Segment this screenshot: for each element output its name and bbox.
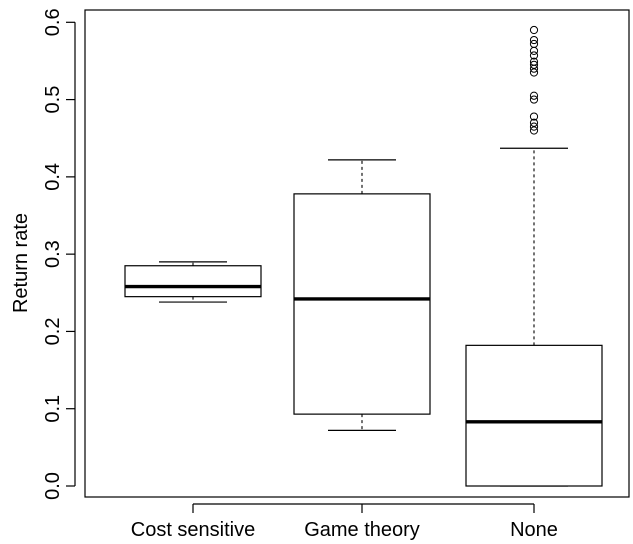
outlier-point [529,68,539,77]
outlier-point [529,118,539,127]
box [465,344,603,487]
outlier-point [529,35,539,45]
outlier-point [529,112,539,121]
outlier-point [529,95,539,104]
y-tick-label: 0.5 [42,86,64,114]
outlier-point [529,60,539,69]
x-tick-label: Game theory [304,519,420,541]
box [293,193,431,415]
outlier-point [529,91,539,100]
y-tick-label: 0.1 [42,395,64,423]
outlier-point [529,51,539,60]
y-tick-label: 0.0 [42,472,64,500]
plot-frame [84,9,630,498]
outlier-point [529,122,539,131]
outlier-point [529,46,539,55]
outlier-point [529,25,539,35]
y-tick-label: 0.2 [42,318,64,346]
y-tick-label: 0.3 [42,240,64,268]
outlier-point [529,126,539,135]
box [124,265,262,298]
x-tick-label: None [510,519,558,541]
outlier-point [529,64,539,73]
x-tick-label: Cost sensitive [131,519,256,541]
y-axis-label: Return rate [10,213,32,313]
y-tick-label: 0.4 [42,163,64,191]
y-tick-label: 0.6 [42,8,64,36]
